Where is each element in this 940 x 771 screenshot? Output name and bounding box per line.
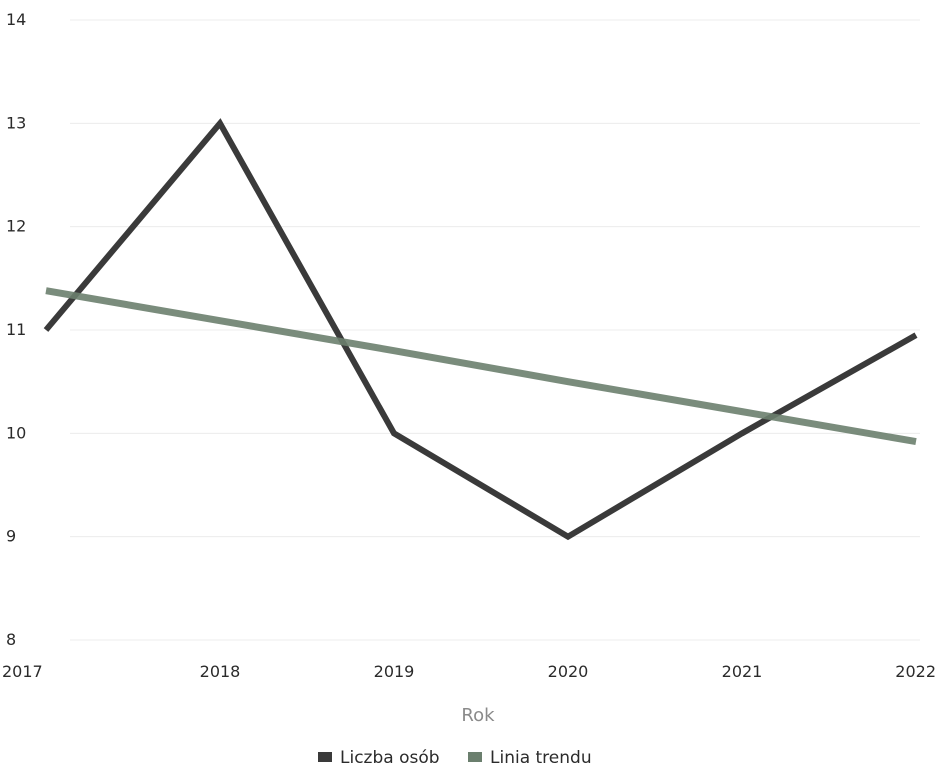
legend: Liczba osób Linia trendu: [318, 748, 592, 768]
x-tick-label: 2019: [374, 662, 415, 681]
gridlines: [70, 19, 920, 641]
y-tick-label: 11: [6, 320, 26, 339]
series-lines: [43, 118, 918, 541]
y-tick-label: 9: [6, 527, 16, 546]
x-tick-label: 2020: [548, 662, 589, 681]
x-axis-title: Rok: [461, 705, 495, 726]
y-tick-label: 10: [6, 423, 26, 442]
legend-swatch: [318, 752, 332, 762]
legend-label: Liczba osób: [340, 748, 440, 768]
x-tick-label: 2022: [895, 662, 936, 681]
x-tick-label: 2017: [2, 662, 43, 681]
legend-swatch: [468, 752, 482, 762]
legend-label: Linia trendu: [490, 748, 592, 768]
series-line-linia-trendu: [45, 287, 917, 446]
x-tick-label: 2021: [722, 662, 763, 681]
y-axis-ticks: 8 9 10 11 12 13 14: [6, 10, 26, 649]
y-tick-label: 12: [6, 217, 26, 236]
y-tick-label: 14: [6, 10, 26, 29]
x-tick-label: 2018: [200, 662, 241, 681]
y-tick-label: 13: [6, 113, 26, 132]
y-tick-label: 8: [6, 630, 16, 649]
x-axis-ticks: 2017 2018 2019 2020 2021 2022: [2, 662, 936, 681]
